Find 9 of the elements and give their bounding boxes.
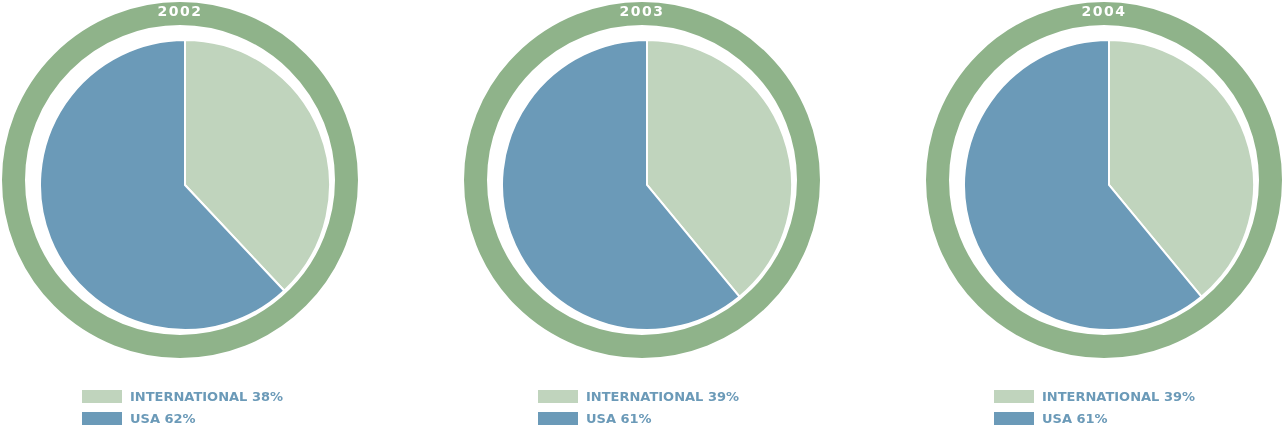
chart-title: 2002: [156, 3, 204, 19]
legend-label: INTERNATIONAL 39%: [586, 388, 740, 404]
legend-label: USA 61%: [586, 410, 652, 425]
legend-label: USA 62%: [130, 410, 196, 425]
legend-label: INTERNATIONAL 38%: [130, 388, 284, 404]
chart-title: 2004: [1080, 3, 1128, 19]
legend-label: INTERNATIONAL 39%: [1042, 388, 1196, 404]
chart-title: 2003: [618, 3, 666, 19]
legend-label: USA 61%: [1042, 410, 1108, 425]
